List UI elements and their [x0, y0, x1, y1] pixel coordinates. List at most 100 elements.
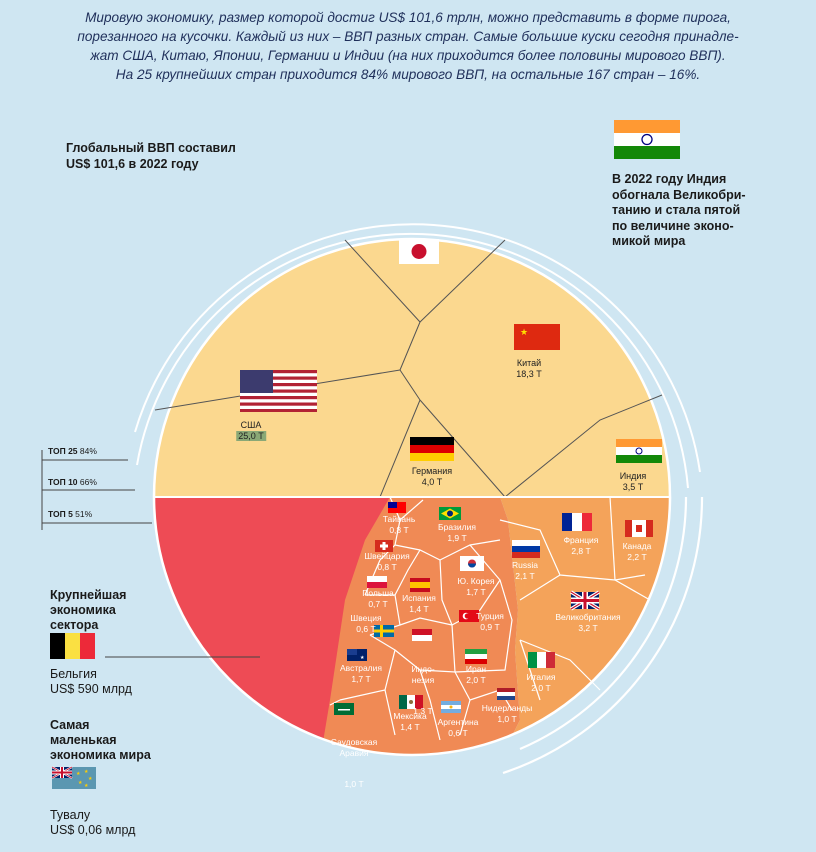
belgium-name: Бельгия — [50, 667, 97, 681]
country-name: Германия — [411, 466, 453, 476]
country-value: 1,4 Т — [409, 603, 429, 614]
svg-text:★: ★ — [76, 771, 81, 777]
svg-text:★: ★ — [360, 655, 365, 661]
smallest-economy-title: Самая маленькая экономика мира — [50, 718, 180, 763]
netherlands-label: Нидерланды 1,0 Т — [482, 703, 532, 724]
argentina-flag-icon — [441, 701, 461, 713]
italy-label: Италия 2,0 Т — [527, 672, 556, 693]
canada-flag-icon — [625, 520, 653, 537]
germany-flag-icon — [410, 437, 454, 461]
intro-text: Мировую экономику, размер которой достиг… — [40, 8, 776, 84]
country-value: 1,0 Т — [497, 713, 517, 724]
top-label-leaders — [41, 450, 260, 658]
south-korea-flag-icon — [460, 556, 484, 571]
smallest-title-line: маленькая — [50, 733, 117, 747]
country-name: Ю. Корея — [457, 576, 495, 586]
india-note-line: танию и стала пятой — [612, 203, 741, 217]
country-name: Турция — [476, 611, 504, 621]
india-note-line: В 2022 году Индия — [612, 172, 727, 186]
top10-label: ТОП 10 66% — [48, 477, 97, 487]
country-value: 3,5 Т — [622, 482, 644, 492]
brazil-flag-icon — [439, 507, 461, 520]
taiwan-flag-icon — [388, 502, 406, 513]
country-name: Великобритания — [555, 612, 621, 622]
country-name: Саудовская Аравия — [330, 737, 378, 758]
smallest-title-line: экономика мира — [50, 748, 151, 762]
tuvalu-name: Тувалу — [50, 808, 91, 822]
svg-text:★: ★ — [88, 776, 93, 782]
largest-title-line: экономика — [50, 603, 116, 617]
country-value: 0,8 Т — [377, 561, 397, 572]
country-value: 3,2 Т — [578, 622, 598, 633]
bottom-voronoi-lines — [329, 496, 513, 741]
country-name: Бразилия — [438, 522, 476, 532]
spain-label: Испания 1,4 Т — [402, 593, 436, 614]
country-value: 0,6 Т — [448, 727, 468, 738]
largest-title-line: Крупнейшая — [50, 588, 127, 602]
country-name: Польша — [362, 588, 394, 598]
country-value: 1,7 Т — [351, 673, 371, 684]
top-pct: 84% — [79, 446, 97, 456]
tuvalu-value: US$ 0,06 млрд — [50, 823, 136, 837]
india-large-flag-icon — [614, 120, 680, 159]
orange-voronoi-lines — [499, 496, 651, 701]
country-value: 18,3 Т — [516, 369, 542, 379]
gdp-title-line: Глобальный ВВП составил — [66, 141, 236, 155]
argentina-label: Аргентина 0,6 Т — [438, 717, 479, 738]
country-name: Иран — [465, 664, 487, 674]
sweden-label: Швеция 0,6 Т — [350, 613, 381, 634]
top-pct: 66% — [79, 477, 97, 487]
country-name: Канада — [622, 541, 652, 551]
country-name: Индо- незия — [411, 664, 435, 685]
usa-value: 25,0 Т — [236, 431, 266, 441]
china-flag-icon: ★ — [514, 324, 560, 350]
country-name: Нидерланды — [481, 703, 533, 713]
country-value: 2,2 Т — [627, 551, 647, 562]
country-value: 1,7 Т — [466, 586, 486, 597]
country-name: Швеция — [350, 613, 382, 623]
country-value: 0,9 Т — [480, 621, 500, 632]
ring-top5-arc — [134, 223, 701, 473]
india-note: В 2022 году Индия обогнала Великобри- та… — [612, 172, 772, 250]
saudi-arabia-flag-icon — [334, 703, 354, 715]
country-name: Тайвань — [382, 514, 416, 524]
country-value: 1,0 Т — [344, 779, 364, 789]
country-name: Аргентина — [437, 717, 479, 727]
poland-flag-icon — [367, 576, 387, 588]
ring-top25 — [502, 496, 704, 775]
india-flag-icon — [616, 439, 662, 463]
gdp-title-line: US$ 101,6 в 2022 году — [66, 157, 199, 171]
svg-text:★: ★ — [84, 783, 89, 789]
india-note-line: по величине эконо- — [612, 218, 734, 233]
country-name: Индия — [619, 471, 647, 481]
country-value: 2,8 Т — [571, 545, 591, 556]
france-flag-icon — [562, 513, 592, 531]
belgium-flag-icon — [50, 633, 95, 659]
top-name: ТОП 25 — [48, 446, 78, 456]
top5-label: ТОП 5 51% — [48, 509, 92, 519]
gdp-total-title: Глобальный ВВП составил US$ 101,6 в 2022… — [66, 140, 266, 172]
ring-top10 — [519, 496, 688, 751]
largest-economy-title: Крупнейшая экономика сектора — [50, 588, 170, 633]
italy-flag-icon — [528, 652, 555, 668]
country-value: 0,6 Т — [356, 623, 376, 634]
top-name: ТОП 5 — [48, 509, 73, 519]
indonesia-label: Индо- незия 1,3 Т — [411, 643, 434, 727]
spain-flag-icon — [410, 578, 430, 592]
australia-label: Австралия 1,7 Т — [340, 663, 382, 684]
country-value: 4,0 Т — [421, 477, 443, 487]
uk-flag-icon — [570, 590, 600, 611]
country-value: 1,4 Т — [400, 721, 420, 732]
country-value: 2,0 Т — [466, 674, 486, 685]
smallest-title-line: Самая — [50, 718, 90, 732]
india-note-line: микой мира — [612, 234, 686, 248]
country-value: 0,8 Т — [389, 524, 409, 535]
turkey-flag-icon — [459, 610, 479, 622]
india-label: Индия 3,5 Т — [620, 471, 647, 493]
france-label: Франция 2,8 Т — [564, 535, 599, 556]
iran-flag-icon — [465, 649, 487, 664]
uk-label: Великобритания 3,2 Т — [555, 612, 620, 633]
svg-text:★: ★ — [78, 780, 83, 786]
canada-label: Канада 2,2 Т — [623, 541, 652, 562]
turkey-label: Турция 0,9 Т — [476, 611, 504, 632]
